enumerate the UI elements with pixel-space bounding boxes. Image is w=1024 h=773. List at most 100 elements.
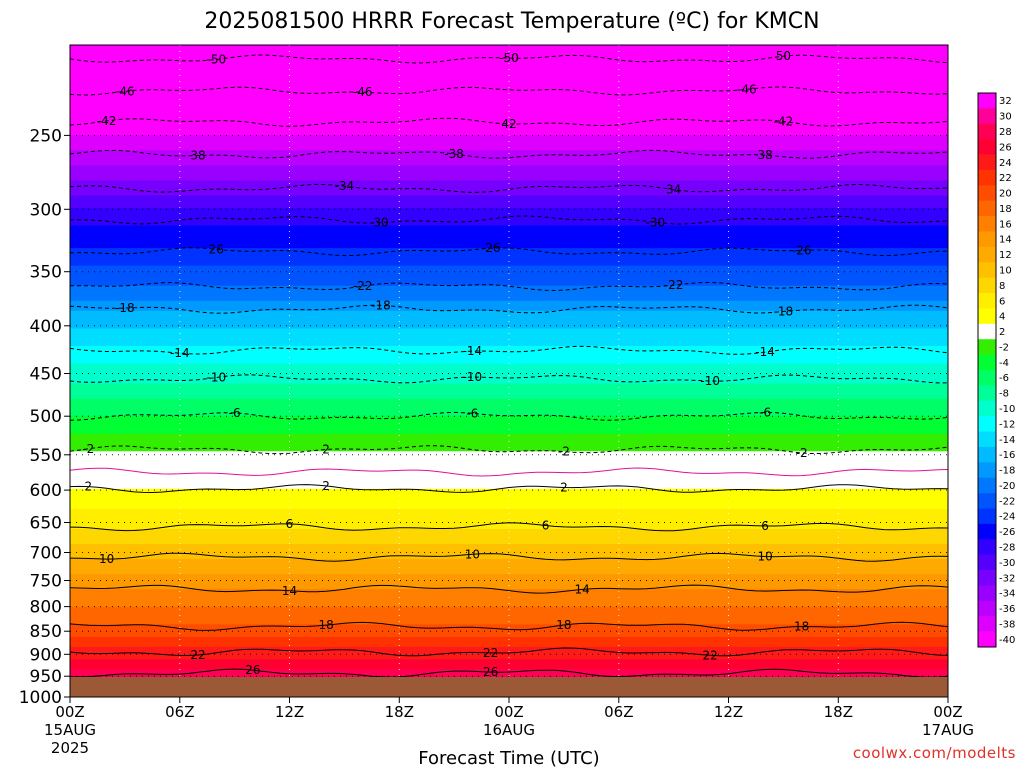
credit-text: coolwx.com/modelts (853, 744, 1016, 762)
temperature-band (70, 348, 948, 352)
temperature-band (70, 396, 948, 400)
temperature-band (70, 135, 948, 139)
contour-label: -18 (774, 305, 794, 319)
x-tick-label: 00Z (933, 703, 962, 721)
temperature-band (70, 275, 948, 279)
temperature-band (70, 197, 948, 202)
temperature-band (70, 556, 948, 560)
temperature-band (70, 87, 948, 91)
contour-label: 18 (318, 618, 333, 632)
colorbar-label: 6 (999, 296, 1005, 307)
colorbar-label: 30 (999, 112, 1012, 123)
y-tick-label: 750 (30, 572, 62, 592)
colorbar-swatch (978, 416, 996, 432)
colorbar-label: -18 (999, 466, 1015, 477)
colorbar-label: -10 (999, 404, 1015, 415)
temperature-band (70, 418, 948, 422)
colorbar-label: 32 (999, 96, 1012, 107)
temperature-band (70, 438, 948, 442)
temperature-band (70, 518, 948, 523)
chart-title: 2025081500 HRRR Forecast Temperature (ºC… (204, 9, 819, 34)
contour-line (70, 584, 948, 594)
contour-label: 2 (322, 479, 330, 493)
contour-label: -10 (206, 371, 226, 385)
contour-line (70, 552, 948, 562)
colorbar-label: 10 (999, 266, 1012, 277)
temperature-band (70, 167, 948, 171)
colorbar-label: 8 (999, 281, 1005, 292)
contour-label: 26 (209, 242, 224, 256)
colorbar-swatch (978, 370, 996, 386)
colorbar-swatch (978, 123, 996, 140)
contour-label: 26 (483, 665, 498, 679)
temperature-band (70, 85, 948, 89)
temperature-band (70, 498, 948, 502)
temperature-band (70, 70, 948, 74)
colorbar-label: -20 (999, 481, 1015, 492)
contour-label: -6 (466, 406, 478, 420)
temperature-band (70, 371, 948, 375)
temperature-band (70, 381, 948, 385)
y-tick-label: 500 (30, 407, 62, 427)
temperature-band (70, 52, 948, 56)
temperature-band (70, 122, 948, 126)
temperature-band (70, 125, 948, 129)
colorbar-label: -40 (999, 635, 1015, 646)
contour-label: -46 (115, 84, 135, 98)
colorbar-label: 4 (999, 312, 1005, 323)
temperature-band (70, 436, 948, 440)
contour-label: 22 (703, 648, 718, 662)
temperature-band (70, 288, 948, 292)
contour-line (70, 647, 948, 657)
colorbar-swatch (978, 169, 996, 186)
temperature-band (70, 145, 948, 149)
temperature-band (70, 77, 948, 81)
contour-line-freezing (70, 467, 948, 477)
x-tick-label: 00Z (55, 703, 84, 721)
contour-label: 22 (483, 646, 498, 660)
temperature-band (70, 559, 948, 563)
temperature-band (70, 253, 948, 257)
contour-line (70, 621, 948, 631)
temperature-band (70, 561, 948, 565)
temperature-band (70, 112, 948, 116)
temperature-band (70, 466, 948, 470)
temperature-band (70, 55, 948, 59)
y-tick-label: 350 (30, 263, 62, 283)
temperature-band (70, 228, 948, 232)
contour-lines (70, 54, 948, 678)
temperature-band (70, 280, 948, 284)
temperature-band (70, 220, 948, 224)
temperature-band (70, 576, 948, 580)
colorbar-swatch (978, 354, 996, 371)
temperature-band (70, 260, 948, 264)
temperature-band (70, 401, 948, 405)
temperature-band (70, 137, 948, 141)
temperature-band (70, 423, 948, 427)
colorbar-label: 28 (999, 127, 1012, 138)
x-tick-label: 00Z (494, 703, 523, 721)
temperature-band (70, 516, 948, 520)
colorbar-swatch (978, 200, 996, 217)
temperature-band (70, 478, 948, 482)
colorbar-swatch (978, 446, 996, 463)
contour-label: -2 (82, 442, 94, 456)
colorbar-swatch (978, 431, 996, 448)
colorbar-label: 16 (999, 219, 1012, 230)
temperature-band (70, 503, 948, 508)
contour-label: -14 (463, 344, 483, 358)
temperature-band (70, 606, 948, 610)
temperature-band (70, 659, 948, 663)
temperature-band (70, 273, 948, 277)
y-tick-label: 550 (30, 446, 62, 466)
x-tick-label: 12Z (275, 703, 304, 721)
temperature-band (70, 340, 948, 345)
x-tick-date: 16AUG (483, 721, 535, 739)
contour-label: -2 (558, 445, 570, 459)
temperature-band (70, 335, 948, 339)
x-tick-label: 06Z (604, 703, 633, 721)
contour-label: -26 (481, 241, 501, 255)
temperature-band (70, 268, 948, 272)
temperature-band (70, 330, 948, 334)
